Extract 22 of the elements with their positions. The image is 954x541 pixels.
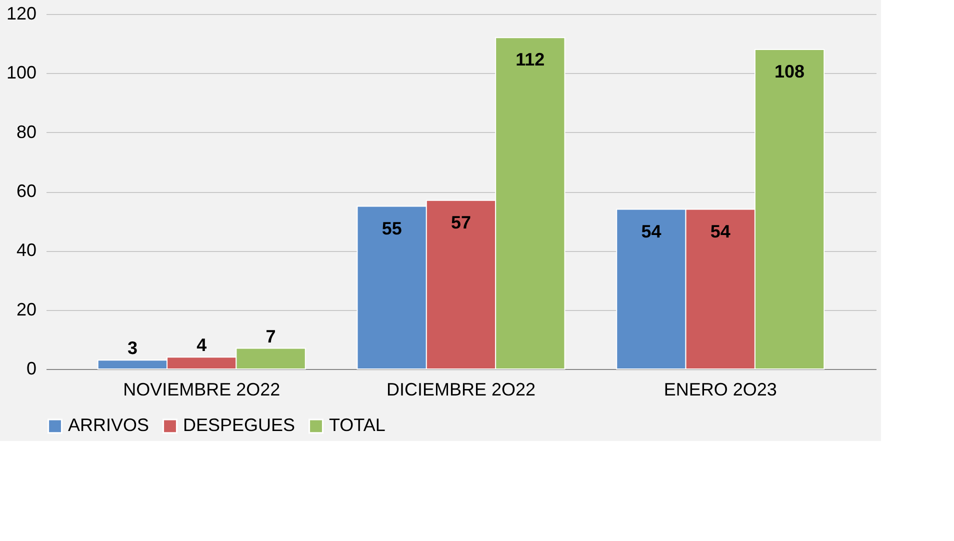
data-label: 4 [196, 335, 207, 356]
y-tick-label: 40 [16, 240, 36, 260]
x-tick-label: NOVIEMBRE 2O22 [123, 380, 280, 400]
legend-label: ARRIVOS [68, 415, 150, 436]
data-label: 55 [382, 218, 402, 238]
y-tick-label: 120 [6, 4, 36, 24]
data-label: 108 [774, 62, 805, 82]
data-label: 112 [516, 50, 545, 70]
data-label: 54 [710, 221, 730, 242]
data-label: 54 [641, 221, 662, 242]
data-label: 3 [127, 338, 138, 358]
data-label: 7 [266, 326, 276, 346]
legend-label: DESPEGUES [183, 415, 296, 436]
x-tick-label: ENERO 2O23 [664, 380, 777, 400]
legend-label: TOTAL [329, 415, 386, 436]
x-tick-label: DICIEMBRE 2O22 [386, 380, 536, 400]
y-tick-label: 80 [16, 122, 36, 142]
y-tick-label: 60 [16, 181, 36, 201]
y-tick-label: 20 [16, 299, 36, 320]
y-tick-label: 0 [26, 358, 36, 378]
data-label: 57 [450, 212, 472, 232]
y-tick-label: 100 [6, 62, 36, 83]
